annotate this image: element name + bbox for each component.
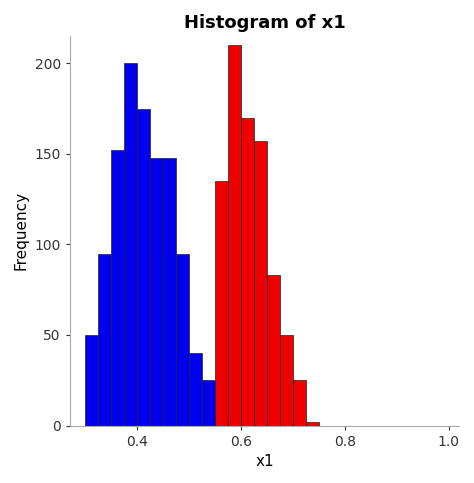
Bar [254, 141, 267, 426]
Bar [99, 254, 111, 426]
Bar [267, 275, 280, 426]
X-axis label: x1: x1 [255, 454, 273, 469]
Y-axis label: Frequency: Frequency [14, 191, 29, 270]
Bar [293, 380, 306, 426]
Bar [215, 411, 228, 426]
Bar [111, 150, 124, 426]
Bar [176, 254, 189, 426]
Bar [189, 353, 202, 426]
Bar [150, 157, 163, 426]
Bar [306, 422, 319, 426]
Bar [137, 109, 150, 426]
Bar [163, 157, 176, 426]
Bar [202, 380, 215, 426]
Bar [228, 45, 241, 426]
Bar [280, 335, 293, 426]
Bar [241, 118, 254, 426]
Bar [215, 181, 228, 426]
Bar [85, 335, 99, 426]
Title: Histogram of x1: Histogram of x1 [183, 14, 345, 32]
Bar [124, 63, 137, 426]
